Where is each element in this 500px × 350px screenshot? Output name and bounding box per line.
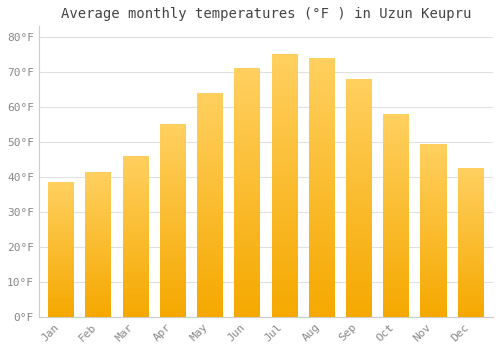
Title: Average monthly temperatures (°F ) in Uzun Keupru: Average monthly temperatures (°F ) in Uz… xyxy=(60,7,471,21)
